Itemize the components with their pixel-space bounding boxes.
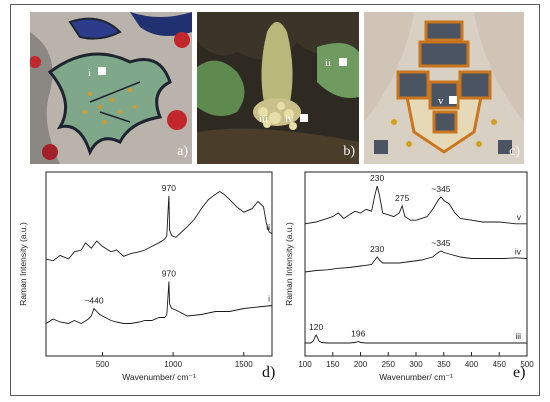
raman-chart-e: 100 150 200 250 300 350 400 450 500 Wavenumber/ c… [283,166,540,396]
x-tick-label: 150 [326,360,340,369]
raman-plot-d: 500 1000 1500 Wavenumber/ cm⁻¹ Raman Intensi… [18,171,273,382]
series-label-i: i [268,294,270,304]
peak-annotation: ~345 [431,184,450,194]
plot-area [304,171,528,357]
peak-annotation: ~440 [84,296,103,306]
panel-letter-d: d) [262,364,276,381]
peak-annotation: ~345 [431,238,450,248]
raman-chart-d: 500 1000 1500 Wavenumber/ cm⁻¹ Raman Intensi… [14,166,284,396]
photo-panel-b: ii iii iv b) [197,12,359,164]
sample-marker-square [300,114,308,122]
peak-annotation: 196 [351,329,365,339]
sample-marker-square [98,67,106,75]
panel-letter-e: e) [513,364,526,381]
x-tick-label: 1000 [164,360,182,369]
x-axis-label: Wavenumber/ cm⁻¹ [379,372,453,382]
x-tick-label: 450 [493,360,507,369]
marker-label: i [88,67,91,79]
spectrum-line-ii [45,190,273,262]
marker-label: ii [325,57,331,69]
plot-area [45,171,273,357]
x-tick-label: 400 [465,360,479,369]
x-tick-label: 100 [298,360,312,369]
painted-ornament-image: v [364,12,524,164]
figure-frame [10,4,540,396]
marker-label: iv [285,113,294,125]
spectrum-line-iii [305,334,527,344]
panel-letter-c: c) [509,144,520,159]
x-tick-label: 350 [437,360,451,369]
x-axis-label: Wavenumber/ cm⁻¹ [122,372,196,382]
series-label-iii: iii [515,331,521,341]
sample-marker-square [449,96,457,104]
y-axis-label: Raman Intensity (a.u.) [284,222,294,306]
series-label-v: v [517,212,522,222]
x-tick-label: 500 [96,360,110,369]
y-axis-label: Raman Intensity (a.u.) [18,222,28,306]
painted-leaf-image: i [30,12,192,164]
photo-panel-c: v c) [364,12,524,164]
panel-letter-a: a) [177,144,188,159]
spectrum-line-i [45,281,273,325]
raman-plot-e: 100 150 200 250 300 350 400 450 500 Wavenumber/ c… [284,171,534,382]
photo-panel-a: i a) [30,12,192,164]
spectrum-line-iv [304,250,528,273]
spectrum-line-v [304,185,527,225]
x-tick-label: 200 [354,360,368,369]
painted-tree-image: ii iii iv [197,12,359,164]
series-label-ii: ii [266,222,270,232]
marker-label: v [438,95,444,107]
marker-label: iii [259,113,268,125]
peak-annotation: 275 [395,193,409,203]
sample-marker-square [339,58,347,66]
peak-annotation: 230 [370,244,384,254]
peak-annotation: 120 [309,322,323,332]
x-tick-label: 250 [382,360,396,369]
series-label-iv: iv [515,247,522,257]
x-tick-label: 300 [409,360,423,369]
peak-annotation: 970 [162,183,176,193]
x-tick-label: 500 [520,360,534,369]
peak-annotation: 970 [162,269,176,279]
peak-annotation: 230 [370,173,384,183]
panel-letter-b: b) [343,144,355,159]
x-tick-label: 1500 [235,360,253,369]
